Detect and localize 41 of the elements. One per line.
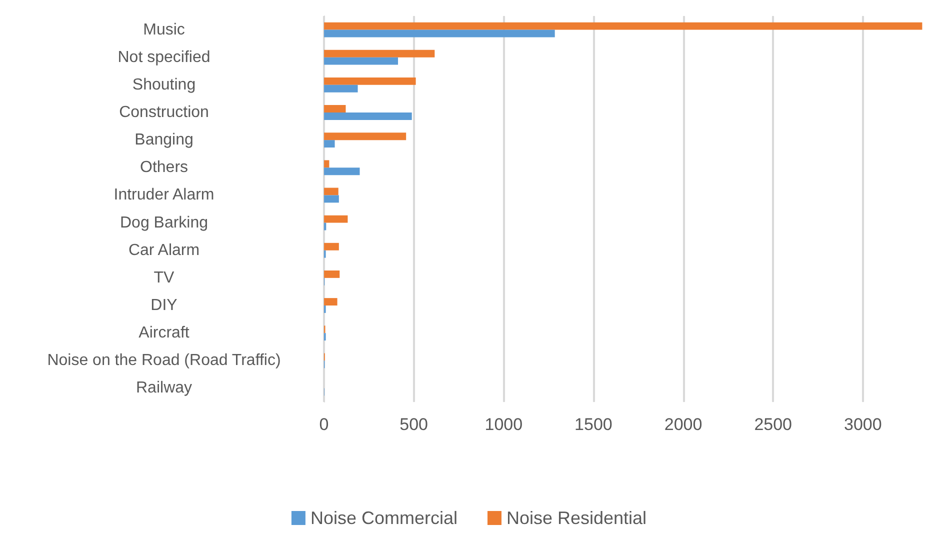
bar [324, 188, 338, 196]
bar [324, 270, 340, 278]
x-tick-label: 1500 [574, 415, 612, 434]
bar [324, 298, 338, 306]
bar [324, 132, 406, 140]
y-tick-label: Music [143, 21, 185, 38]
bar [324, 77, 416, 85]
x-tick-label: 1000 [484, 415, 523, 434]
bar [324, 195, 339, 203]
bar [324, 215, 348, 223]
y-tick-label: Construction [119, 104, 209, 121]
y-tick-label: Shouting [132, 76, 196, 94]
y-tick-label: Not specified [118, 48, 210, 66]
y-tick-label: Railway [136, 380, 192, 397]
bar [324, 84, 358, 92]
y-tick-label: Aircraft [138, 324, 190, 342]
bar [324, 50, 435, 58]
x-tick-label: 2000 [664, 415, 702, 434]
y-tick-label: Car Alarm [128, 242, 200, 259]
legend-label: Noise Residential [506, 508, 647, 528]
x-tick-label: 0 [319, 415, 329, 434]
y-tick-label: DIY [150, 297, 178, 314]
bar [324, 168, 360, 176]
x-tick-label: 3000 [844, 415, 882, 434]
bar [324, 140, 335, 148]
bar [324, 105, 346, 112]
y-tick-label: Noise on the Road (Road Traffic) [47, 352, 281, 370]
x-tick-label: 2500 [754, 415, 792, 434]
bar [324, 160, 330, 168]
y-tick-label: Dog Barking [120, 214, 208, 232]
y-tick-label: Others [140, 159, 188, 176]
legend-label: Noise Commercial [310, 508, 458, 528]
bar [324, 30, 555, 38]
bar [324, 112, 412, 120]
y-tick-label: Intruder Alarm [114, 186, 214, 204]
bar [324, 22, 922, 30]
bar [324, 242, 339, 250]
y-tick-label: Banging [134, 132, 194, 149]
y-tick-label: TV [154, 269, 175, 286]
x-tick-label: 500 [400, 415, 428, 434]
bar [324, 57, 398, 65]
